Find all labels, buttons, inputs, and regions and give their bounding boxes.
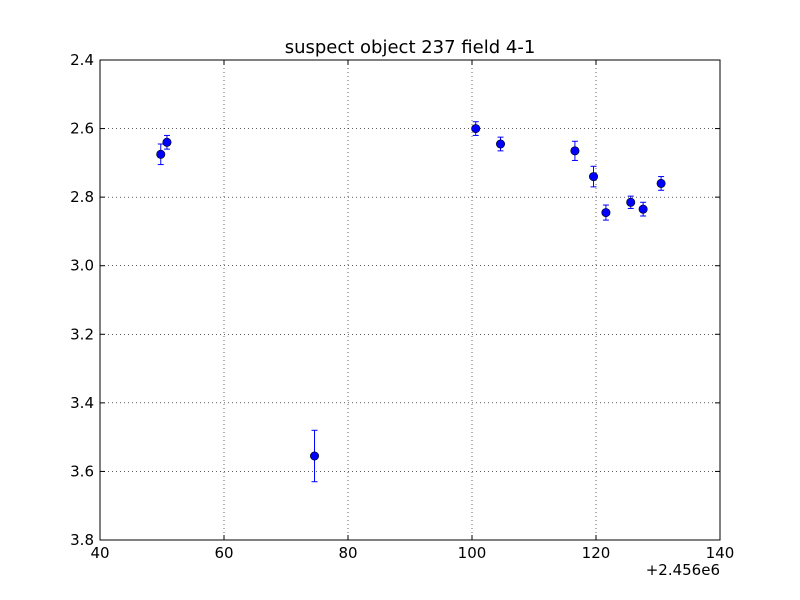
y-tick-label: 3.4 bbox=[70, 394, 94, 412]
data-point bbox=[471, 124, 481, 134]
y-tick-label: 3.6 bbox=[70, 462, 94, 480]
x-tick-label: 40 bbox=[90, 544, 109, 562]
data-point bbox=[589, 172, 599, 182]
y-tick-label: 2.6 bbox=[70, 120, 94, 138]
x-tick-label: 60 bbox=[214, 544, 233, 562]
x-tick-label: 100 bbox=[458, 544, 487, 562]
data-point bbox=[626, 197, 636, 207]
data-point bbox=[601, 208, 611, 218]
y-tick-label: 3.8 bbox=[70, 531, 94, 549]
y-tick-label: 3.0 bbox=[70, 257, 94, 275]
data-point bbox=[570, 146, 580, 156]
x-tick-label: 140 bbox=[706, 544, 735, 562]
y-tick-label: 3.2 bbox=[70, 325, 94, 343]
plot-frame bbox=[99, 59, 721, 541]
x-tick-label: 80 bbox=[338, 544, 357, 562]
axis-ticks: 40 60 80 100 120 140 2.4 2.6 2.8 3.0 3.2 3.4 3.6 3.8 bbox=[70, 51, 734, 562]
data-point bbox=[496, 139, 506, 149]
data-point bbox=[162, 137, 172, 147]
data-point bbox=[638, 204, 648, 214]
y-tick-label: 2.4 bbox=[70, 51, 94, 69]
data-point bbox=[156, 149, 166, 159]
x-tick-label: 120 bbox=[582, 544, 611, 562]
chart-title: suspect object 237 field 4-1 bbox=[285, 37, 536, 58]
data-point bbox=[656, 178, 666, 188]
x-axis-offset-label: +2.456e6 bbox=[646, 561, 720, 579]
data-series bbox=[156, 121, 666, 483]
y-tick-label: 2.8 bbox=[70, 188, 94, 206]
grid bbox=[100, 60, 720, 540]
data-point bbox=[310, 451, 320, 461]
